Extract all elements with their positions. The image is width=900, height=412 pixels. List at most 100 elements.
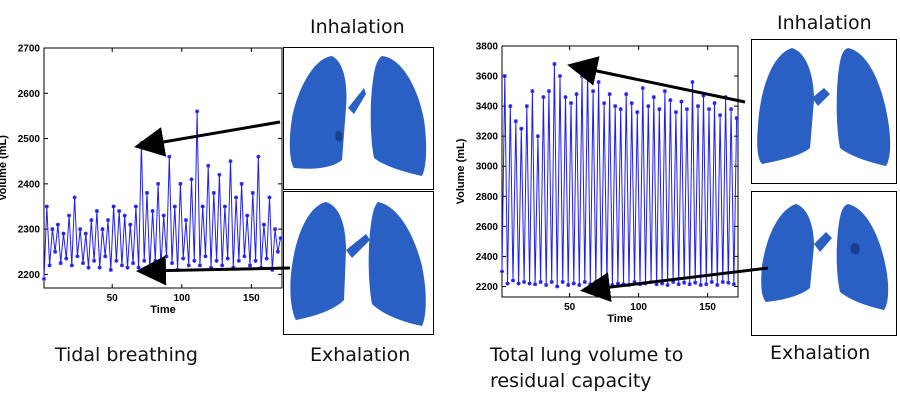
total-data-point: [549, 279, 554, 284]
total-data-point: [676, 282, 681, 287]
tidal-data-point: [206, 163, 211, 168]
total-data-point: [508, 104, 513, 109]
total-ytick-label: 2200: [476, 282, 499, 293]
tidal-data-point: [195, 109, 200, 114]
tidal-data-point: [44, 204, 49, 209]
left-exhalation-label: Exhalation: [310, 344, 411, 366]
total-y-axis-title: Volume (mL): [455, 138, 467, 204]
tidal-data-point: [55, 222, 60, 227]
total-data-point: [522, 279, 527, 284]
total-ytick-label: 2800: [476, 192, 499, 203]
tidal-data-point: [189, 177, 194, 182]
total-xtick-label: 50: [564, 302, 576, 313]
total-data-point: [533, 282, 538, 287]
tidal-ytick-label: 2400: [18, 179, 41, 190]
total-data-point: [591, 89, 596, 94]
total-ytick-label: 3800: [476, 42, 499, 53]
total-data-point: [500, 269, 504, 274]
tidal-data-point: [242, 254, 247, 259]
total-data-point: [516, 281, 521, 286]
tidal-data-point: [119, 263, 124, 268]
total-data-point: [718, 113, 723, 118]
left-exhalation-arrow: [136, 255, 291, 286]
tidal-data-point: [75, 254, 80, 259]
tidal-data-point: [225, 256, 230, 261]
total-data-point: [544, 282, 549, 287]
tidal-xtick-label: 100: [173, 293, 190, 304]
tidal-data-point: [106, 218, 111, 223]
total-data-point: [679, 99, 684, 104]
lung-scan-icon: [290, 202, 426, 326]
total-data-point: [640, 86, 645, 91]
tidal-data-point: [144, 190, 149, 195]
tidal-data-point: [200, 204, 205, 209]
tidal-data-point: [133, 204, 138, 209]
right-exhalation-label: Exhalation: [770, 342, 871, 364]
total-data-point: [698, 282, 703, 287]
total-data-point: [552, 62, 557, 67]
tidal-ytick-label: 2700: [18, 44, 41, 55]
tidal-xtick-label: 50: [107, 293, 119, 304]
total-lung-volume-chart: 2200 2400 2600 2800 3000 3200 3400 3600 3800 50 10…: [455, 42, 739, 325]
tidal-data-point: [89, 218, 94, 223]
total-data-point: [560, 279, 565, 284]
total-data-point: [715, 282, 720, 287]
lung-scan-icon: [289, 56, 427, 176]
tidal-data-point: [264, 256, 269, 261]
total-data-point: [693, 280, 698, 285]
tidal-data-point: [234, 195, 239, 200]
total-data-point: [569, 101, 574, 106]
total-ytick-label: 3400: [476, 102, 499, 113]
tidal-data-point: [247, 263, 252, 268]
tidal-data-point: [111, 204, 116, 209]
tidal-data-point: [128, 222, 133, 227]
total-data-point: [563, 95, 568, 100]
total-ytick-label: 2400: [476, 252, 499, 263]
tidal-data-point: [267, 195, 272, 200]
total-lung-volume-panel: 2200 2400 2600 2800 3000 3200 3400 3600 3800 50 10…: [440, 0, 900, 412]
tidal-data-point: [222, 204, 227, 209]
total-data-point: [684, 107, 689, 112]
total-data-point: [546, 89, 551, 94]
total-ytick-label: 3000: [476, 162, 499, 173]
tidal-ytick-label: 2500: [18, 134, 41, 145]
total-data-point: [720, 279, 725, 284]
tidal-data-point: [72, 195, 77, 200]
tidal-data-point: [278, 236, 283, 241]
tidal-breathing-panel: 2200 2300 2400 2500 2600 2700 50 100 150 Time Volu…: [0, 0, 440, 412]
total-data-point: [557, 74, 562, 79]
total-data-point: [555, 284, 560, 289]
tidal-y-axis-title: Volume (mL): [0, 135, 9, 201]
tidal-data-point: [61, 231, 66, 236]
tidal-x-axis-title: Time: [150, 304, 175, 316]
tidal-data-point: [197, 263, 202, 268]
total-data-point: [538, 279, 543, 284]
total-data-point: [646, 104, 651, 109]
tidal-data-point: [261, 222, 266, 227]
total-data-point: [535, 134, 540, 139]
total-lung-caption-line2: residual capacity: [490, 370, 652, 392]
tidal-data-point: [69, 263, 74, 268]
tidal-data-point: [125, 265, 130, 270]
tidal-data-point: [161, 213, 166, 218]
tidal-breathing-caption: Tidal breathing: [55, 344, 198, 366]
total-data-point: [682, 280, 687, 285]
total-data-point: [602, 101, 607, 106]
total-data-point: [651, 95, 656, 100]
total-data-point: [530, 89, 535, 94]
tidal-data-point: [220, 263, 225, 268]
total-data-point: [624, 92, 629, 97]
tidal-data-point: [217, 172, 222, 177]
total-ytick-label: 3200: [476, 132, 499, 143]
tidal-data-point: [181, 256, 186, 261]
total-data-point: [513, 119, 518, 124]
tidal-data-point: [183, 218, 188, 223]
tidal-breathing-chart: 2200 2300 2400 2500 2600 2700 50 100 150 Time Volu…: [0, 44, 283, 316]
total-data-point: [618, 107, 623, 112]
right-exhalation-lung-image: [751, 191, 897, 336]
tidal-data-point: [103, 254, 108, 259]
tidal-data-point: [273, 227, 278, 232]
tidal-data-point: [58, 261, 63, 266]
total-data-point: [502, 74, 507, 79]
